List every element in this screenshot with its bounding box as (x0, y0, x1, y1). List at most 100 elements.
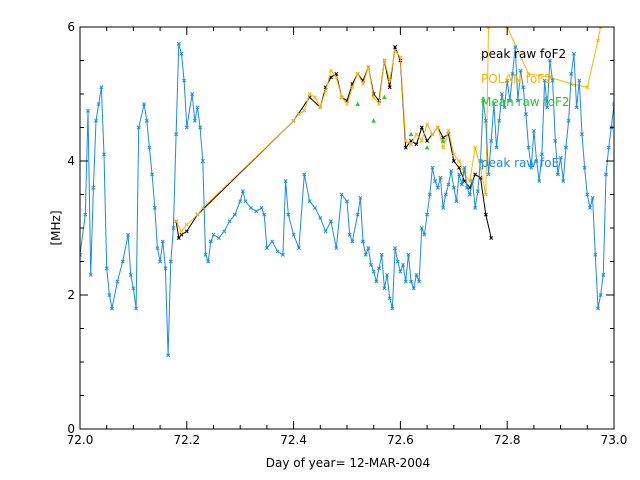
data-point (270, 239, 275, 244)
data-point (483, 192, 488, 197)
data-point (184, 222, 189, 227)
data-point (275, 249, 280, 254)
data-point (345, 102, 349, 107)
data-point (166, 353, 171, 358)
data-point (355, 71, 360, 76)
data-point (291, 118, 296, 123)
data-point (443, 192, 448, 197)
data-point (152, 205, 157, 210)
data-point (499, 92, 504, 96)
data-point (582, 165, 587, 170)
data-point (539, 152, 544, 157)
data-point (403, 138, 408, 143)
data-point (505, 27, 510, 29)
data-point (604, 172, 608, 177)
data-point (329, 68, 333, 73)
data-point (216, 236, 221, 241)
data-point (182, 78, 187, 83)
data-point (150, 172, 155, 177)
x-tick-label: 73.0 (601, 433, 628, 447)
data-point (155, 246, 160, 251)
data-point (131, 286, 136, 291)
data-point (414, 132, 419, 137)
data-point (176, 41, 181, 46)
data-point (547, 58, 552, 63)
data-point (366, 246, 371, 251)
data-point (243, 199, 248, 204)
series-line (80, 43, 614, 356)
data-point (483, 118, 488, 123)
data-point (211, 232, 216, 237)
data-point (227, 219, 232, 224)
data-point (481, 98, 486, 103)
data-point (329, 219, 333, 224)
data-point (323, 88, 328, 93)
data-point (526, 71, 531, 76)
data-point (262, 212, 267, 217)
data-point (430, 165, 435, 170)
data-point (497, 118, 502, 123)
axes-layer: 72.0 72.2 72.4 72.6 72.8 73.0 0 2 4 6 (67, 20, 628, 447)
data-point (366, 65, 371, 70)
data-point (248, 205, 253, 210)
legend: peak raw foF2 POLAN foF2 Mean raw foF2 peak… (481, 47, 570, 170)
data-point (296, 112, 301, 117)
data-point (406, 252, 411, 257)
data-point (475, 189, 480, 194)
data-point (606, 145, 611, 150)
data-point (598, 27, 603, 29)
data-point (307, 199, 312, 204)
data-point (339, 95, 344, 100)
series-mean-raw-fof2 (355, 94, 467, 173)
x-tick-label: 72.0 (67, 433, 94, 447)
data-point (382, 94, 387, 100)
data-point (486, 172, 491, 177)
data-point (307, 92, 312, 96)
data-point (377, 102, 381, 107)
data-point (198, 125, 203, 130)
data-point (147, 145, 152, 150)
data-point (529, 165, 534, 170)
data-point (398, 269, 403, 274)
data-point (550, 78, 555, 83)
legend-entry: peak raw foF2 (481, 47, 566, 61)
data-point (334, 75, 339, 80)
y-axis-title: [MHz] (49, 210, 63, 245)
data-point (414, 272, 419, 277)
data-point (385, 272, 390, 277)
data-point (398, 55, 403, 60)
data-point (513, 45, 518, 50)
data-point (596, 38, 600, 43)
data-point (451, 152, 456, 157)
data-point (542, 78, 547, 83)
data-point (240, 189, 245, 194)
data-point (86, 108, 90, 113)
data-point (505, 78, 510, 83)
data-point (534, 159, 539, 163)
data-point (553, 138, 558, 143)
data-point (425, 212, 430, 217)
data-point (441, 145, 446, 150)
data-point (521, 85, 526, 90)
data-point (507, 98, 512, 103)
data-point (88, 272, 93, 277)
data-point (395, 259, 400, 264)
data-point (451, 185, 456, 190)
data-point (179, 232, 184, 237)
data-point (254, 209, 259, 214)
data-point (569, 71, 574, 76)
data-point (510, 71, 515, 76)
data-point (387, 85, 392, 90)
data-point (160, 239, 165, 244)
data-point (179, 229, 184, 234)
data-point (259, 205, 264, 210)
data-point (222, 229, 227, 234)
data-point (264, 246, 269, 251)
y-tick-label: 0 (67, 422, 75, 436)
data-point (590, 195, 595, 200)
data-point (612, 102, 614, 107)
series-polan-fof2 (174, 27, 603, 234)
data-point (449, 169, 454, 174)
data-point (120, 259, 125, 264)
data-point (486, 27, 491, 29)
